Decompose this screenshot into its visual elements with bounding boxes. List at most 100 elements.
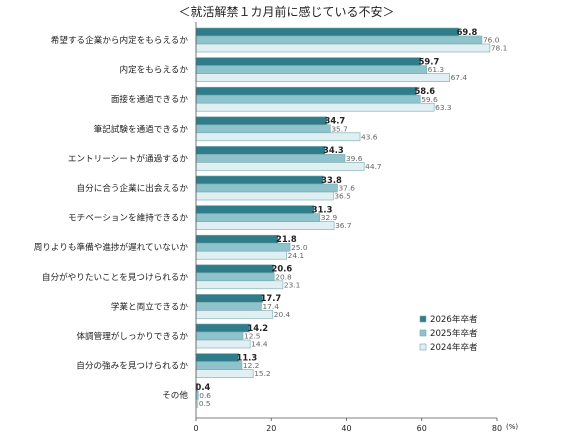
data-label: 11.3 xyxy=(237,352,258,362)
data-label: 76.0 xyxy=(483,36,500,45)
data-label: 36.5 xyxy=(334,192,351,201)
bar xyxy=(195,146,326,155)
bar xyxy=(195,310,274,319)
data-label: 0.5 xyxy=(199,399,211,408)
x-tick-label: 0 xyxy=(193,424,198,433)
category-label: 筆記試験を通過できるか xyxy=(94,123,189,135)
bar xyxy=(195,213,321,222)
category-label: モチベーションを維持できるか xyxy=(68,212,188,224)
bar xyxy=(195,154,346,163)
legend-label: 2024年卒者 xyxy=(430,341,478,353)
bar xyxy=(195,369,254,378)
data-label: 37.6 xyxy=(338,184,355,193)
category-label: 体調管理がしっかりできるか xyxy=(76,330,188,342)
bar xyxy=(195,331,244,341)
data-label: 44.7 xyxy=(365,162,382,171)
data-label: 17.7 xyxy=(261,293,282,303)
category-label: エントリーシートが通過するか xyxy=(68,152,189,164)
category-label: 面接を通過できるか xyxy=(111,93,189,105)
bar xyxy=(195,353,239,362)
data-label: 58.6 xyxy=(414,86,435,96)
bar xyxy=(195,57,421,66)
bar xyxy=(195,242,291,252)
bar xyxy=(195,272,275,282)
bar xyxy=(195,175,324,185)
category-label: その他 xyxy=(162,389,188,401)
x-tick-label: 20 xyxy=(266,424,276,433)
legend-swatch xyxy=(419,315,427,323)
data-label: 34.7 xyxy=(325,116,346,126)
bar xyxy=(195,250,287,260)
bar xyxy=(195,280,284,290)
data-label: 36.7 xyxy=(335,221,352,230)
data-label: 69.8 xyxy=(457,27,478,37)
bar xyxy=(195,339,251,349)
data-label: 34.3 xyxy=(323,145,344,155)
data-label: 20.6 xyxy=(272,264,293,274)
category-label: 自分の強みを見つけられるか xyxy=(76,360,188,372)
x-tick-label: 80 xyxy=(492,424,502,433)
category-label: 自分がやりたいことを見つけられるか xyxy=(42,271,189,283)
bar xyxy=(195,86,417,96)
data-label: 12.2 xyxy=(243,361,259,370)
bar xyxy=(195,73,450,82)
category-label: 学業と両立できるか xyxy=(111,300,189,312)
bar xyxy=(195,264,274,274)
bar xyxy=(195,183,338,193)
data-label: 20.8 xyxy=(275,272,292,281)
bar xyxy=(195,94,421,104)
bar xyxy=(195,234,279,244)
data-label: 63.3 xyxy=(435,103,452,112)
data-label: 25.0 xyxy=(291,243,308,252)
data-label: 35.7 xyxy=(331,124,348,133)
bar xyxy=(195,124,331,134)
data-label: 14.2 xyxy=(247,323,268,333)
legend-swatch xyxy=(419,329,427,337)
data-label: 17.4 xyxy=(262,302,279,311)
bar xyxy=(195,323,250,333)
x-tick-label: 40 xyxy=(341,424,351,433)
data-label: 0.6 xyxy=(199,391,211,400)
category-label: 自分に合う企業に出会えるか xyxy=(77,182,189,194)
data-label: 23.1 xyxy=(284,280,301,289)
data-label: 33.8 xyxy=(321,175,342,185)
data-label: 32.9 xyxy=(321,213,338,222)
bar xyxy=(195,27,459,37)
data-label: 20.4 xyxy=(274,310,291,319)
data-label: 24.1 xyxy=(288,251,305,260)
bar xyxy=(195,205,315,214)
x-tick-label: 60 xyxy=(417,424,427,433)
category-label: 周りよりも準備や進捗が遅れていないか xyxy=(34,241,189,253)
bar xyxy=(195,162,365,171)
data-label: 12.5 xyxy=(244,332,261,341)
data-label: 59.7 xyxy=(419,56,440,66)
bar xyxy=(195,221,335,230)
data-label: 14.4 xyxy=(251,340,268,349)
bar xyxy=(195,132,361,142)
bar xyxy=(195,116,327,126)
bar xyxy=(195,302,262,311)
chart-title: ＜就活解禁１カ月前に感じている不安＞ xyxy=(178,5,395,19)
bar xyxy=(195,191,334,201)
bar xyxy=(195,361,243,370)
category-label: 内定をもらえるか xyxy=(120,64,189,76)
data-label: 59.6 xyxy=(421,95,438,104)
legend-swatch xyxy=(419,343,427,351)
data-label: 39.6 xyxy=(346,154,363,163)
data-label: 67.4 xyxy=(451,73,468,82)
bar xyxy=(195,35,483,45)
data-label: 43.6 xyxy=(361,132,378,141)
bar xyxy=(195,102,435,112)
bar xyxy=(195,43,491,53)
data-label: 0.4 xyxy=(196,382,211,392)
legend-label: 2025年卒者 xyxy=(430,327,478,339)
bar xyxy=(195,65,427,74)
unit-label: (%) xyxy=(506,423,518,431)
data-label: 78.1 xyxy=(491,44,508,53)
category-label: 希望する企業から内定をもらえるか xyxy=(51,34,189,46)
legend-label: 2026年卒者 xyxy=(430,313,478,325)
data-label: 31.3 xyxy=(312,204,333,214)
data-label: 21.8 xyxy=(276,234,297,244)
